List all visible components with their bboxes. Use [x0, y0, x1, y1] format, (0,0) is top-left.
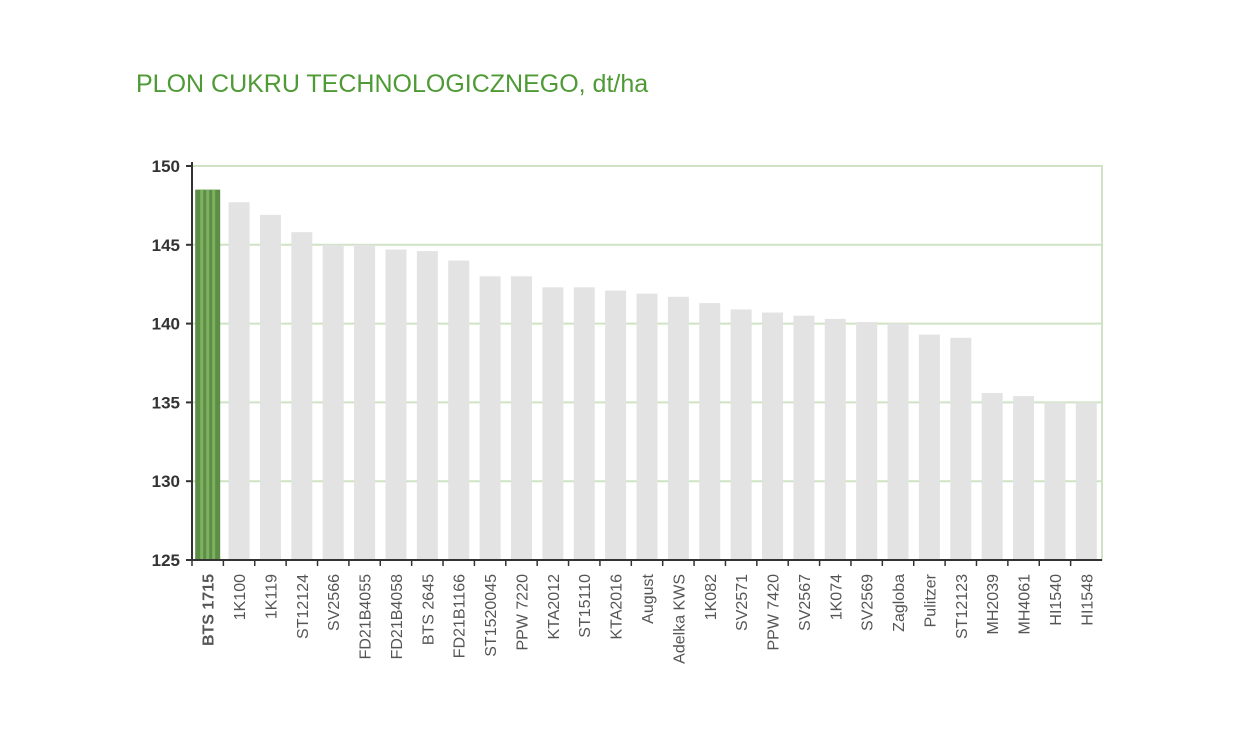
x-tick-label: HI1548	[1079, 574, 1096, 626]
x-tick-label: ST12123	[954, 574, 971, 639]
bar	[824, 318, 846, 560]
x-tick-label: 1K119	[263, 574, 280, 619]
bar	[1044, 402, 1066, 560]
bar	[1013, 396, 1035, 560]
y-tick-label: 150	[152, 157, 180, 176]
y-tick-labels: 125 130 135 140 145 150	[152, 157, 180, 570]
x-tick-label: SV2569	[860, 574, 877, 631]
x-tick-label: 1K082	[703, 574, 720, 620]
x-tick-label: ST15110	[577, 574, 594, 638]
x-tick-label: PPW 7220	[514, 574, 531, 651]
x-tick-label: BTS 2645	[420, 574, 437, 645]
x-tick-label: 1K074	[828, 574, 845, 620]
bar	[354, 244, 376, 561]
bar	[730, 309, 752, 560]
bar	[259, 214, 281, 560]
x-tick-label: BTS 1715	[201, 574, 218, 646]
x-tick-label: Zagloba	[891, 574, 908, 632]
y-tick-label: 130	[152, 472, 180, 491]
x-tick-label: ST12124	[295, 574, 312, 639]
bar	[918, 334, 940, 560]
x-tick-label: SV2571	[734, 574, 751, 631]
bar	[793, 315, 815, 560]
x-tick-label: MH2039	[985, 574, 1002, 635]
x-tick-label: August	[640, 573, 657, 623]
bar-highlight-stripe	[200, 189, 204, 560]
x-tick-label: KTA2012	[546, 574, 563, 640]
y-tick-label: 140	[152, 315, 180, 334]
x-tick-label: FD21B4058	[389, 574, 406, 659]
x-tick-label: 1K100	[232, 574, 249, 620]
bar	[762, 312, 784, 560]
bar	[636, 293, 658, 560]
bar	[605, 290, 627, 560]
bar-highlight-stripe	[212, 189, 216, 560]
bar	[887, 323, 909, 560]
x-tick-label: ST1520045	[483, 574, 500, 657]
bar	[667, 296, 689, 560]
bar	[950, 337, 972, 560]
bar-highlight-stripe	[206, 189, 210, 560]
bar	[542, 287, 564, 560]
x-tick-labels: BTS 1715 1K100 1K119 ST12124 SV2566 FD21B4055…	[201, 573, 1097, 663]
bar	[385, 249, 407, 560]
axes	[186, 162, 1102, 566]
bar	[1075, 402, 1097, 560]
x-tick-label: HI1540	[1048, 574, 1065, 626]
bar	[510, 276, 532, 560]
bar	[228, 202, 250, 561]
bar	[699, 303, 721, 560]
bar	[416, 251, 438, 560]
bar	[856, 322, 878, 560]
bars	[195, 189, 1097, 561]
bar	[322, 244, 344, 561]
bar	[448, 260, 470, 560]
bar	[479, 276, 501, 560]
x-tick-label: FD21B4055	[358, 574, 375, 659]
y-tick-label: 125	[152, 551, 180, 570]
chart-title: PLON CUKRU TECHNOLOGICZNEGO, dt/ha	[136, 70, 649, 98]
x-tick-label: MH4061	[1017, 574, 1034, 635]
x-tick-label: SV2566	[326, 574, 343, 631]
x-tick-label: Adelka KWS	[671, 574, 688, 664]
x-tick-label: FD21B1166	[452, 574, 469, 658]
x-tick-label: Pulitzer	[922, 573, 939, 627]
y-tick-label: 145	[152, 236, 180, 255]
bar	[981, 392, 1003, 560]
bar	[573, 287, 595, 560]
bar	[291, 232, 313, 560]
y-tick-label: 135	[152, 393, 180, 412]
x-tick-label: KTA2016	[609, 574, 626, 640]
x-tick-label: SV2567	[797, 574, 814, 631]
x-tick-label: PPW 7420	[766, 574, 783, 651]
